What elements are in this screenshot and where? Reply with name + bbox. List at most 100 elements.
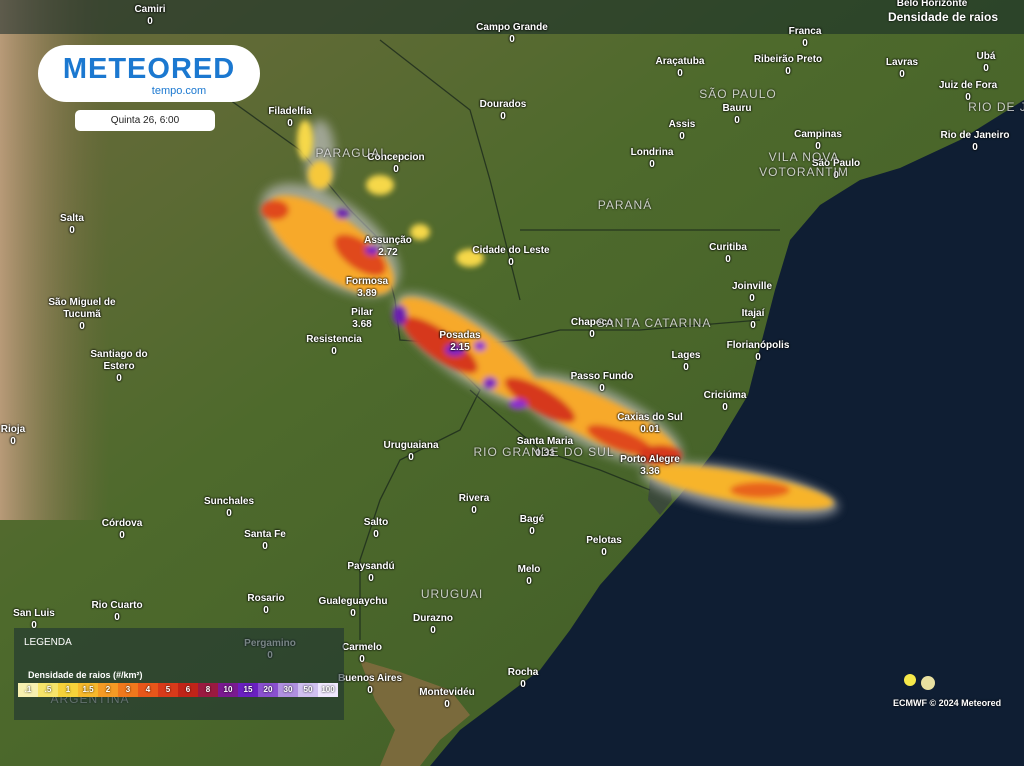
city-label: Joinville 0	[732, 281, 772, 305]
date-selector[interactable]: Quinta 26, 6:00	[75, 110, 215, 131]
city-name: Juiz de Fora	[938, 80, 998, 91]
city-label: Santa Fe 0	[244, 529, 286, 553]
city-name: Passo Fundo	[570, 371, 634, 382]
city-value: 0	[899, 69, 905, 80]
layer-title: Densidade de raios	[887, 10, 998, 24]
legend-subtitle: Densidade de raios (#/km²)	[28, 670, 143, 680]
city-value: 0	[802, 38, 808, 49]
city-value: 0	[599, 383, 605, 394]
city-name: Ribeirão Preto	[753, 54, 823, 65]
city-label: Resistencia 0	[306, 334, 362, 358]
city-label: Bauru 0	[723, 103, 752, 127]
city-value: 0	[750, 320, 756, 331]
credits: ECMWF © 2024 Meteored	[893, 698, 1002, 708]
region-label: URUGUAI	[420, 587, 484, 601]
city-name: Campinas	[794, 129, 842, 140]
city-name: São Paulo	[811, 158, 861, 169]
city-value: 0	[677, 68, 683, 79]
city-value: 0	[972, 142, 978, 153]
city-label: Paysandú 0	[347, 561, 394, 585]
city-value: 0	[471, 505, 477, 516]
city-label: Assis 0	[669, 119, 696, 143]
city-value: 0	[500, 111, 506, 122]
city-label: Bagé 0	[520, 514, 544, 538]
city-name: Formosa	[345, 276, 389, 287]
city-name: Paysandú	[347, 561, 395, 572]
city-name: Franca	[788, 26, 822, 37]
city-label: Pelotas 0	[586, 535, 622, 559]
city-label: Rocha 0	[508, 667, 539, 691]
city-label: Filadelfia 0	[268, 106, 311, 130]
city-value: 0	[965, 92, 971, 103]
city-label: Gualeguaychu 0	[319, 596, 388, 620]
city-name: Buenos Aires	[337, 673, 403, 684]
city-value: 0	[722, 402, 728, 413]
legend-title: LEGENDA	[24, 637, 72, 648]
city-value: 0	[444, 699, 450, 710]
city-name: Caxias do Sul	[617, 412, 683, 423]
legend: LEGENDA Densidade de raios (#/km²) .1.5 1…	[14, 628, 344, 720]
city-name: Chapeco	[570, 317, 614, 328]
city-label: Londrina 0	[631, 147, 674, 171]
city-value: 0	[79, 321, 85, 332]
city-value: 0	[262, 541, 268, 552]
city-value: 0	[359, 654, 365, 665]
city-value: 0.33	[535, 448, 555, 459]
city-label: Santa Maria 0.33	[517, 436, 573, 460]
ocean	[430, 100, 1024, 766]
city-label: Posadas 2.15	[439, 330, 480, 354]
region-label: VOTORANTIM	[759, 165, 849, 179]
city-value: 0	[508, 257, 514, 268]
city-label: Assunção 2.72	[364, 235, 412, 259]
city-name: Córdova	[101, 518, 143, 529]
city-value: 0	[601, 547, 607, 558]
city-name: Rivera	[458, 493, 490, 504]
city-value: 0	[10, 436, 16, 447]
city-label: Rosario 0	[247, 593, 284, 617]
city-value: 0	[520, 679, 526, 690]
city-value: 0	[263, 605, 269, 616]
top-bar	[0, 0, 1024, 34]
city-name: Londrina	[630, 147, 674, 158]
city-value: 0	[529, 526, 535, 537]
city-label: Chapeco 0	[571, 317, 613, 341]
city-name: Rio Cuarto	[91, 600, 143, 611]
city-name: Curitiba	[709, 242, 747, 253]
city-value: 0	[785, 66, 791, 77]
city-name: Carmelo	[341, 642, 383, 653]
city-name: Belo Horizonte	[896, 0, 968, 9]
city-label: Campo Grande 0	[476, 22, 548, 46]
city-label: San Luis 0	[13, 608, 55, 632]
city-label: Araçatuba 0	[656, 56, 705, 80]
legend-item: 5	[158, 683, 178, 697]
city-label: Juiz de Fora 0	[939, 80, 997, 104]
city-name: Lages	[671, 350, 701, 361]
city-name: Lavras	[885, 57, 919, 68]
region-label: SÃO PAULO	[699, 87, 777, 101]
city-label: Ubá 0	[977, 51, 996, 75]
city-label: Córdova 0	[102, 518, 143, 542]
city-value: 0	[147, 16, 153, 27]
city-name: Araçatuba	[655, 56, 705, 67]
city-name: Montevidéu	[419, 687, 475, 698]
city-label: Cidade do Leste 0	[472, 245, 549, 269]
legend-item: 50	[298, 683, 318, 697]
city-value: 0	[430, 625, 436, 636]
city-value: 0	[368, 573, 374, 584]
city-name: Rioja	[0, 424, 26, 435]
city-name: Salta	[60, 213, 84, 224]
logo[interactable]: METEORED tempo.com	[38, 45, 260, 102]
city-name: Uruguaiana	[383, 440, 439, 451]
city-name: Bagé	[519, 514, 545, 525]
city-label: Formosa 3.89	[346, 276, 388, 300]
city-value: 0	[589, 329, 595, 340]
city-value: 0	[226, 508, 232, 519]
city-value: 0	[331, 346, 337, 357]
city-name: Salto	[363, 517, 389, 528]
legend-item: 3	[118, 683, 138, 697]
city-value: 0	[408, 452, 414, 463]
city-name: Santiago do Estero	[90, 349, 148, 372]
city-label: São Miguel de Tucumã 0	[37, 297, 127, 333]
city-label: Rivera 0	[459, 493, 490, 517]
legend-scale: .1.5 1 1.5 2 3 4 5 6 8 10 15 20 30 50 100	[18, 683, 338, 697]
